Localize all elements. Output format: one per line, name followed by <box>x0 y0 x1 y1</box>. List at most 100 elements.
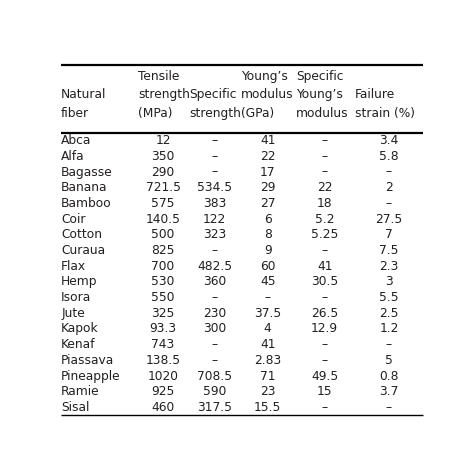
Text: Bagasse: Bagasse <box>61 165 113 179</box>
Text: 350: 350 <box>151 150 175 163</box>
Text: 93.3: 93.3 <box>149 322 177 336</box>
Text: 37.5: 37.5 <box>254 307 282 320</box>
Text: –: – <box>211 338 218 351</box>
Text: –: – <box>264 291 271 304</box>
Text: 8: 8 <box>264 228 272 241</box>
Text: 575: 575 <box>151 197 175 210</box>
Text: 12: 12 <box>155 134 171 147</box>
Text: 2.5: 2.5 <box>379 307 399 320</box>
Text: –: – <box>211 291 218 304</box>
Text: 15.5: 15.5 <box>254 401 282 414</box>
Text: Flax: Flax <box>61 260 86 273</box>
Text: 300: 300 <box>203 322 226 336</box>
Text: 325: 325 <box>151 307 175 320</box>
Text: 18: 18 <box>317 197 332 210</box>
Text: –: – <box>211 244 218 257</box>
Text: –: – <box>211 354 218 367</box>
Text: 4: 4 <box>264 322 272 336</box>
Text: 2: 2 <box>385 181 393 194</box>
Text: 1020: 1020 <box>147 370 179 383</box>
Text: 9: 9 <box>264 244 272 257</box>
Text: –: – <box>321 150 328 163</box>
Text: 2.3: 2.3 <box>379 260 399 273</box>
Text: 383: 383 <box>203 197 226 210</box>
Text: Specific: Specific <box>190 88 237 101</box>
Text: Natural: Natural <box>61 88 107 101</box>
Text: –: – <box>321 165 328 179</box>
Text: 460: 460 <box>151 401 174 414</box>
Text: 27: 27 <box>260 197 275 210</box>
Text: 30.5: 30.5 <box>311 275 338 288</box>
Text: 122: 122 <box>203 213 226 226</box>
Text: (MPa): (MPa) <box>138 107 173 120</box>
Text: –: – <box>321 134 328 147</box>
Text: Specific: Specific <box>296 70 344 83</box>
Text: Cotton: Cotton <box>61 228 102 241</box>
Text: 71: 71 <box>260 370 275 383</box>
Text: 5.2: 5.2 <box>315 213 335 226</box>
Text: 5.5: 5.5 <box>379 291 399 304</box>
Text: 290: 290 <box>151 165 174 179</box>
Text: –: – <box>321 401 328 414</box>
Text: 500: 500 <box>151 228 175 241</box>
Text: 2.83: 2.83 <box>254 354 282 367</box>
Text: 22: 22 <box>260 150 275 163</box>
Text: –: – <box>321 291 328 304</box>
Text: 5: 5 <box>385 354 393 367</box>
Text: 323: 323 <box>203 228 226 241</box>
Text: 17: 17 <box>260 165 275 179</box>
Text: 45: 45 <box>260 275 275 288</box>
Text: modulus: modulus <box>241 88 294 101</box>
Text: 5.25: 5.25 <box>311 228 338 241</box>
Text: –: – <box>386 401 392 414</box>
Text: 708.5: 708.5 <box>197 370 232 383</box>
Text: 360: 360 <box>203 275 226 288</box>
Text: Abca: Abca <box>61 134 91 147</box>
Text: Hemp: Hemp <box>61 275 98 288</box>
Text: 5.8: 5.8 <box>379 150 399 163</box>
Text: Bamboo: Bamboo <box>61 197 112 210</box>
Text: 23: 23 <box>260 385 275 398</box>
Text: –: – <box>321 354 328 367</box>
Text: 138.5: 138.5 <box>146 354 181 367</box>
Text: 590: 590 <box>203 385 226 398</box>
Text: 3.4: 3.4 <box>379 134 399 147</box>
Text: 140.5: 140.5 <box>146 213 181 226</box>
Text: –: – <box>211 134 218 147</box>
Text: 1.2: 1.2 <box>379 322 399 336</box>
Text: 550: 550 <box>151 291 175 304</box>
Text: strength: strength <box>138 88 190 101</box>
Text: 3.7: 3.7 <box>379 385 399 398</box>
Text: fiber: fiber <box>61 107 89 120</box>
Text: 317.5: 317.5 <box>197 401 232 414</box>
Text: Banana: Banana <box>61 181 108 194</box>
Text: 0.8: 0.8 <box>379 370 399 383</box>
Text: 7.5: 7.5 <box>379 244 399 257</box>
Text: 22: 22 <box>317 181 332 194</box>
Text: 27.5: 27.5 <box>375 213 402 226</box>
Text: Sisal: Sisal <box>61 401 90 414</box>
Text: 60: 60 <box>260 260 275 273</box>
Text: 482.5: 482.5 <box>197 260 232 273</box>
Text: Failure: Failure <box>355 88 395 101</box>
Text: 26.5: 26.5 <box>311 307 338 320</box>
Text: 721.5: 721.5 <box>146 181 181 194</box>
Text: 700: 700 <box>151 260 174 273</box>
Text: 41: 41 <box>317 260 332 273</box>
Text: Kapok: Kapok <box>61 322 99 336</box>
Text: 15: 15 <box>317 385 332 398</box>
Text: 29: 29 <box>260 181 275 194</box>
Text: –: – <box>211 165 218 179</box>
Text: 41: 41 <box>260 134 275 147</box>
Text: 49.5: 49.5 <box>311 370 338 383</box>
Text: Tensile: Tensile <box>138 70 180 83</box>
Text: 825: 825 <box>151 244 175 257</box>
Text: 230: 230 <box>203 307 226 320</box>
Text: Alfa: Alfa <box>61 150 85 163</box>
Text: Ramie: Ramie <box>61 385 100 398</box>
Text: –: – <box>386 197 392 210</box>
Text: –: – <box>211 150 218 163</box>
Text: 6: 6 <box>264 213 272 226</box>
Text: –: – <box>321 244 328 257</box>
Text: Pineapple: Pineapple <box>61 370 121 383</box>
